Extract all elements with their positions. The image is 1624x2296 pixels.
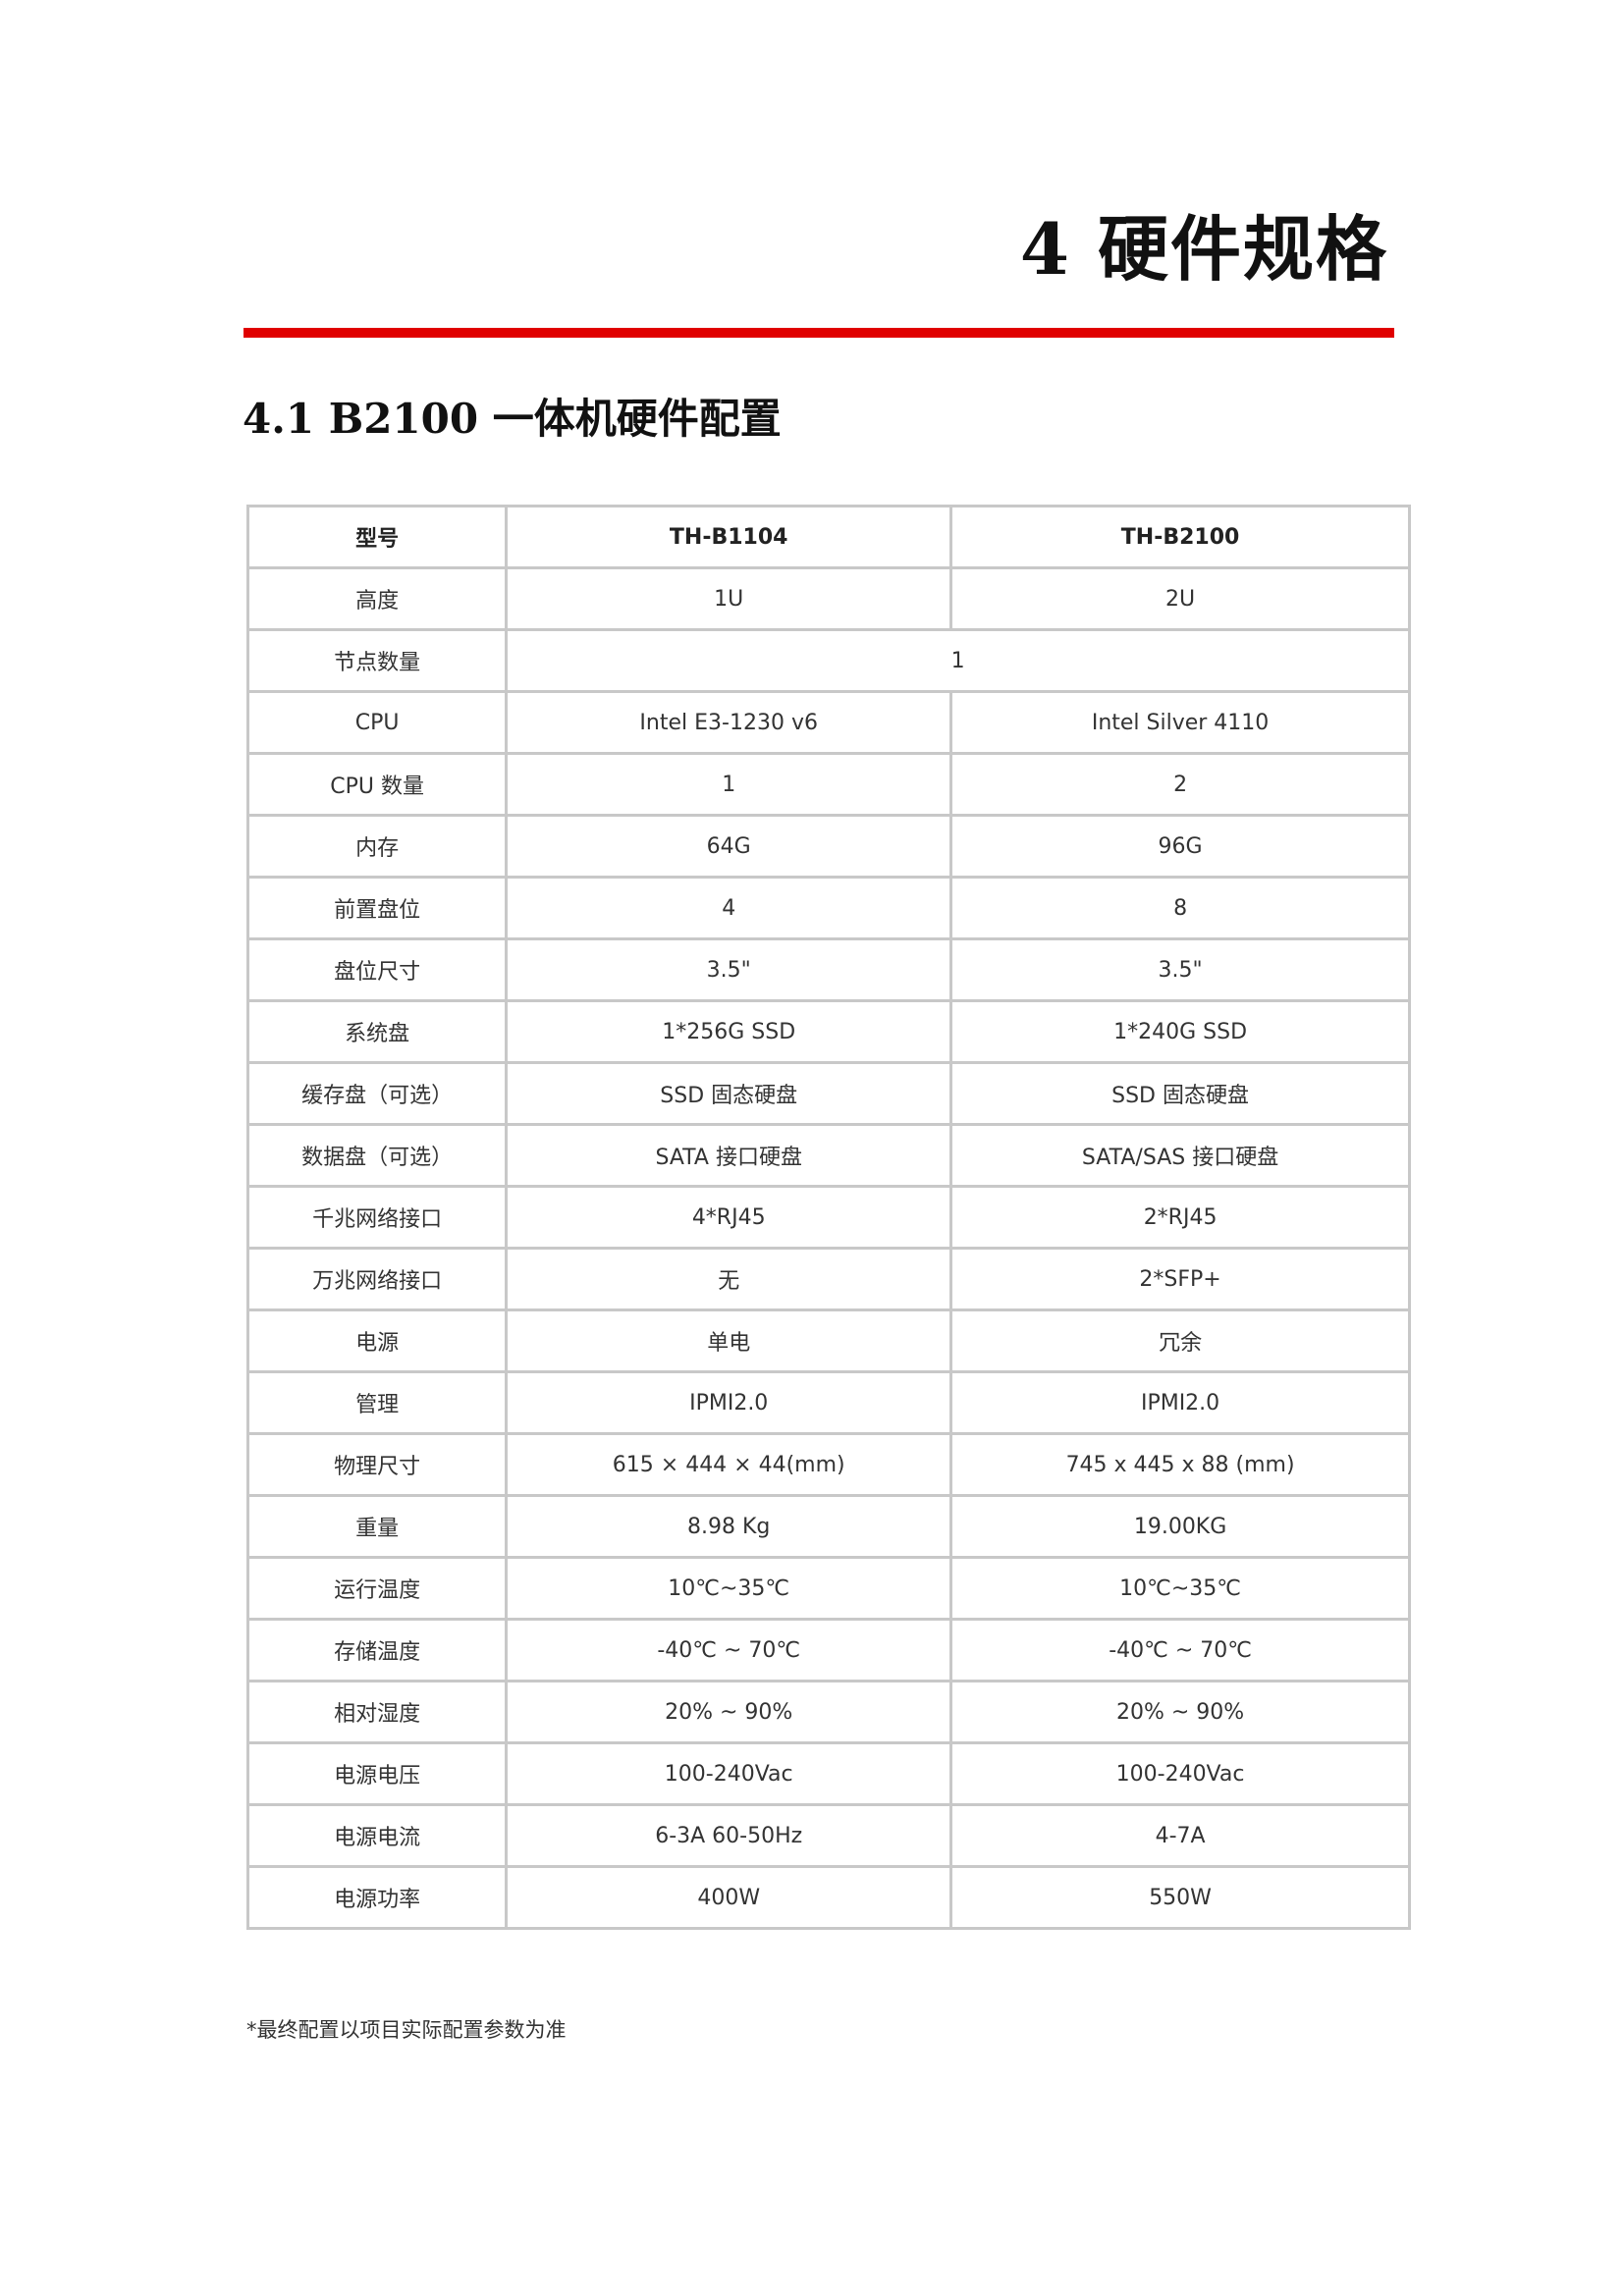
value-cell: 400W	[505, 1865, 953, 1930]
value-cell: SATA/SAS 接口硬盘	[949, 1123, 1411, 1188]
table-header-row: 型号 TH-B1104 TH-B2100	[245, 505, 1411, 569]
chapter-title: 4 硬件规格	[1019, 207, 1388, 291]
value-cell: 2U	[949, 566, 1411, 631]
table-row: 万兆网络接口无 2*SFP+	[245, 1247, 1411, 1311]
value-cell: 1*256G SSD	[505, 999, 953, 1064]
value-cell: 20% ~ 90%	[949, 1680, 1411, 1744]
row-label-cell: 节点数量	[245, 628, 509, 693]
row-label-cell: 盘位尺寸	[245, 937, 509, 1002]
row-label-cell: 重量	[245, 1494, 509, 1559]
table-row: 存储温度 -40℃ ~ 70℃ -40℃ ~ 70℃	[245, 1618, 1411, 1682]
row-label-cell: 数据盘（可选）	[245, 1123, 509, 1188]
value-cell: 550W	[949, 1865, 1411, 1930]
table-row: 运行温度 10℃~35℃ 10℃~35℃	[245, 1556, 1411, 1621]
row-label-cell: 物理尺寸	[245, 1432, 509, 1497]
value-cell: Intel E3-1230 v6	[505, 690, 953, 755]
row-label-cell: CPU 数量	[245, 752, 509, 817]
row-label-cell: 千兆网络接口	[245, 1185, 509, 1250]
table-row: CPU Intel E3-1230 v6 Intel Silver 4110	[245, 690, 1411, 755]
row-label-cell: 电源电压	[245, 1741, 509, 1806]
row-label-cell: 前置盘位	[245, 876, 509, 940]
value-cell: -40℃ ~ 70℃	[949, 1618, 1411, 1682]
value-cell: 8.98 Kg	[505, 1494, 953, 1559]
value-cell: 1U	[505, 566, 953, 631]
table-row: 电源电压 100-240Vac 100-240Vac	[245, 1741, 1411, 1806]
table-row: CPU 数量 1 2	[245, 752, 1411, 817]
value-cell: 100-240Vac	[505, 1741, 953, 1806]
value-cell: -40℃ ~ 70℃	[505, 1618, 953, 1682]
table-row: 数据盘（可选） SATA 接口硬盘 SATA/SAS 接口硬盘	[245, 1123, 1411, 1188]
value-cell: 2	[949, 752, 1411, 817]
value-cell: 4*RJ45	[505, 1185, 953, 1250]
table-row: 前置盘位 4 8	[245, 876, 1411, 940]
table-row: 重量 8.98 Kg 19.00KG	[245, 1494, 1411, 1559]
value-cell: 745 x 445 x 88 (mm)	[949, 1432, 1411, 1497]
row-label-cell: 内存	[245, 814, 509, 879]
table-row: 盘位尺寸 3.5" 3.5"	[245, 937, 1411, 1002]
value-cell: 20% ~ 90%	[505, 1680, 953, 1744]
value-cell: IPMI2.0	[949, 1370, 1411, 1435]
value-cell: 4-7A	[949, 1803, 1411, 1868]
value-cell: 1	[505, 752, 953, 817]
value-cell: 8	[949, 876, 1411, 940]
row-label-cell: 相对湿度	[245, 1680, 509, 1744]
header-cell-th-b1104: TH-B1104	[505, 505, 953, 569]
row-label-cell: 系统盘	[245, 999, 509, 1064]
value-cell: 4	[505, 876, 953, 940]
table-row: 缓存盘（可选） SSD 固态硬盘 SSD 固态硬盘	[245, 1061, 1411, 1126]
value-cell: 无	[505, 1247, 953, 1311]
row-label-cell: CPU	[245, 690, 509, 755]
footnote: *最终配置以项目实际配置参数为准	[246, 2018, 567, 2042]
value-cell: Intel Silver 4110	[949, 690, 1411, 755]
value-cell: SSD 固态硬盘	[949, 1061, 1411, 1126]
value-cell: 6-3A 60-50Hz	[505, 1803, 953, 1868]
table-row: 电源功率 400W 550W	[245, 1865, 1411, 1930]
value-cell: 1*240G SSD	[949, 999, 1411, 1064]
value-cell: 10℃~35℃	[505, 1556, 953, 1621]
value-cell: 19.00KG	[949, 1494, 1411, 1559]
table-row: 电源 单电 冗余	[245, 1308, 1411, 1373]
table-row: 电源电流 6-3A 60-50Hz 4-7A	[245, 1803, 1411, 1868]
value-cell: IPMI2.0	[505, 1370, 953, 1435]
value-cell: 1	[505, 628, 1411, 693]
table-row: 高度 1U 2U	[245, 566, 1411, 631]
value-cell: 100-240Vac	[949, 1741, 1411, 1806]
table-row: 节点数量 1	[245, 628, 1411, 693]
row-label-cell: 万兆网络接口	[245, 1247, 509, 1311]
row-label-cell: 电源电流	[245, 1803, 509, 1868]
value-cell: SATA 接口硬盘	[505, 1123, 953, 1188]
row-label-cell: 电源功率	[245, 1865, 509, 1930]
value-cell: 2*SFP+	[949, 1247, 1411, 1311]
value-cell: 3.5"	[949, 937, 1411, 1002]
value-cell: 3.5"	[505, 937, 953, 1002]
table-row: 管理 IPMI2.0 IPMI2.0	[245, 1370, 1411, 1435]
table-row: 千兆网络接口 4*RJ45 2*RJ45	[245, 1185, 1411, 1250]
header-cell-model: 型号	[245, 505, 509, 569]
value-cell: 10℃~35℃	[949, 1556, 1411, 1621]
row-label-cell: 电源	[245, 1308, 509, 1373]
header-cell-th-b2100: TH-B2100	[949, 505, 1411, 569]
value-cell: 单电	[505, 1308, 953, 1373]
row-label-cell: 高度	[245, 566, 509, 631]
row-label-cell: 存储温度	[245, 1618, 509, 1682]
row-label-cell: 运行温度	[245, 1556, 509, 1621]
hardware-spec-table: 型号 TH-B1104 TH-B2100 高度 1U 2U 节点数量 1 CPU Intel…	[245, 505, 1411, 1930]
value-cell: SSD 固态硬盘	[505, 1061, 953, 1126]
value-cell: 615 × 444 × 44(mm)	[505, 1432, 953, 1497]
red-divider	[244, 328, 1394, 338]
table-row: 物理尺寸 615 × 444 × 44(mm) 745 x 445 x 88 (mm…	[245, 1432, 1411, 1497]
value-cell: 冗余	[949, 1308, 1411, 1373]
value-cell: 2*RJ45	[949, 1185, 1411, 1250]
row-label-cell: 缓存盘（可选）	[245, 1061, 509, 1126]
row-label-cell: 管理	[245, 1370, 509, 1435]
table-row: 系统盘 1*256G SSD 1*240G SSD	[245, 999, 1411, 1064]
section-title: 4.1 B2100 一体机硬件配置	[243, 395, 782, 443]
table-row: 相对湿度 20% ~ 90% 20% ~ 90%	[245, 1680, 1411, 1744]
table-row: 内存 64G 96G	[245, 814, 1411, 879]
value-cell: 96G	[949, 814, 1411, 879]
value-cell: 64G	[505, 814, 953, 879]
